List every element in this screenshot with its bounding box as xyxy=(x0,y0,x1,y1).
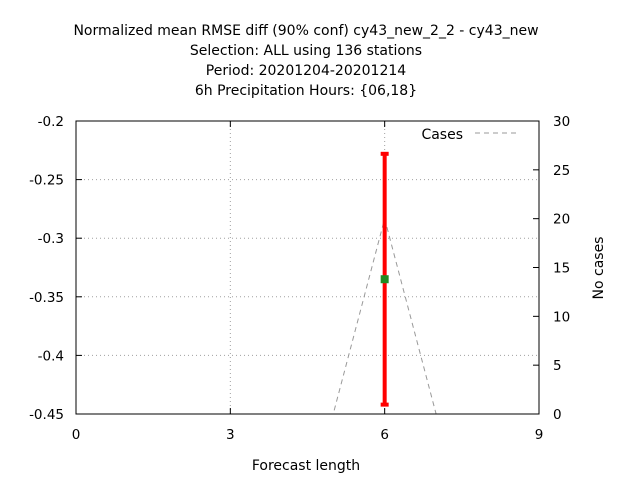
x-tick-label: 9 xyxy=(535,427,544,443)
mean-point xyxy=(380,275,389,284)
y2-tick-label: 5 xyxy=(553,358,562,374)
x-axis-label: Forecast length xyxy=(252,458,360,474)
y-tick-label: -0.45 xyxy=(29,407,64,423)
y2-tick-label: 25 xyxy=(553,163,570,179)
y2-tick-label: 30 xyxy=(553,114,570,130)
series-line-cases xyxy=(76,216,539,415)
x-tick-label: 6 xyxy=(380,427,389,443)
y-tick-labels: -0.2 -0.25 -0.3 -0.35 -0.4 -0.45 xyxy=(29,114,64,423)
y2-tick-labels: 0 5 10 15 20 25 30 xyxy=(553,114,570,423)
errorbar-layer xyxy=(380,151,389,407)
y2-axis-label: No cases xyxy=(591,237,607,300)
title-line-4: 6h Precipitation Hours: {06,18} xyxy=(195,83,417,99)
y2-tick-label: 10 xyxy=(553,309,570,325)
y2-tick-label: 0 xyxy=(553,407,562,423)
axis-ticks xyxy=(75,120,540,415)
y-tick-label: -0.25 xyxy=(29,173,64,189)
y-tick-label: -0.2 xyxy=(38,114,64,130)
x-tick-label: 0 xyxy=(72,427,81,443)
y-tick-label: -0.3 xyxy=(38,231,64,247)
grid-lines xyxy=(76,121,539,414)
y2-tick-label: 20 xyxy=(553,212,570,228)
y2-tick-label: 15 xyxy=(553,261,570,277)
legend-label-cases: Cases xyxy=(421,127,463,143)
title-line-2: Selection: ALL using 136 stations xyxy=(190,43,422,59)
legend: Cases xyxy=(421,127,520,143)
x-tick-labels: 0 3 6 9 xyxy=(72,427,544,443)
plot-frame xyxy=(75,120,540,415)
chart-title: Normalized mean RMSE diff (90% conf) cy4… xyxy=(73,23,538,99)
plot-series xyxy=(76,216,539,415)
y-tick-label: -0.35 xyxy=(29,290,64,306)
y-tick-label: -0.4 xyxy=(38,348,64,364)
title-line-3: Period: 20201204-20201214 xyxy=(206,63,406,79)
title-line-1: Normalized mean RMSE diff (90% conf) cy4… xyxy=(73,23,538,39)
x-tick-label: 3 xyxy=(226,427,235,443)
